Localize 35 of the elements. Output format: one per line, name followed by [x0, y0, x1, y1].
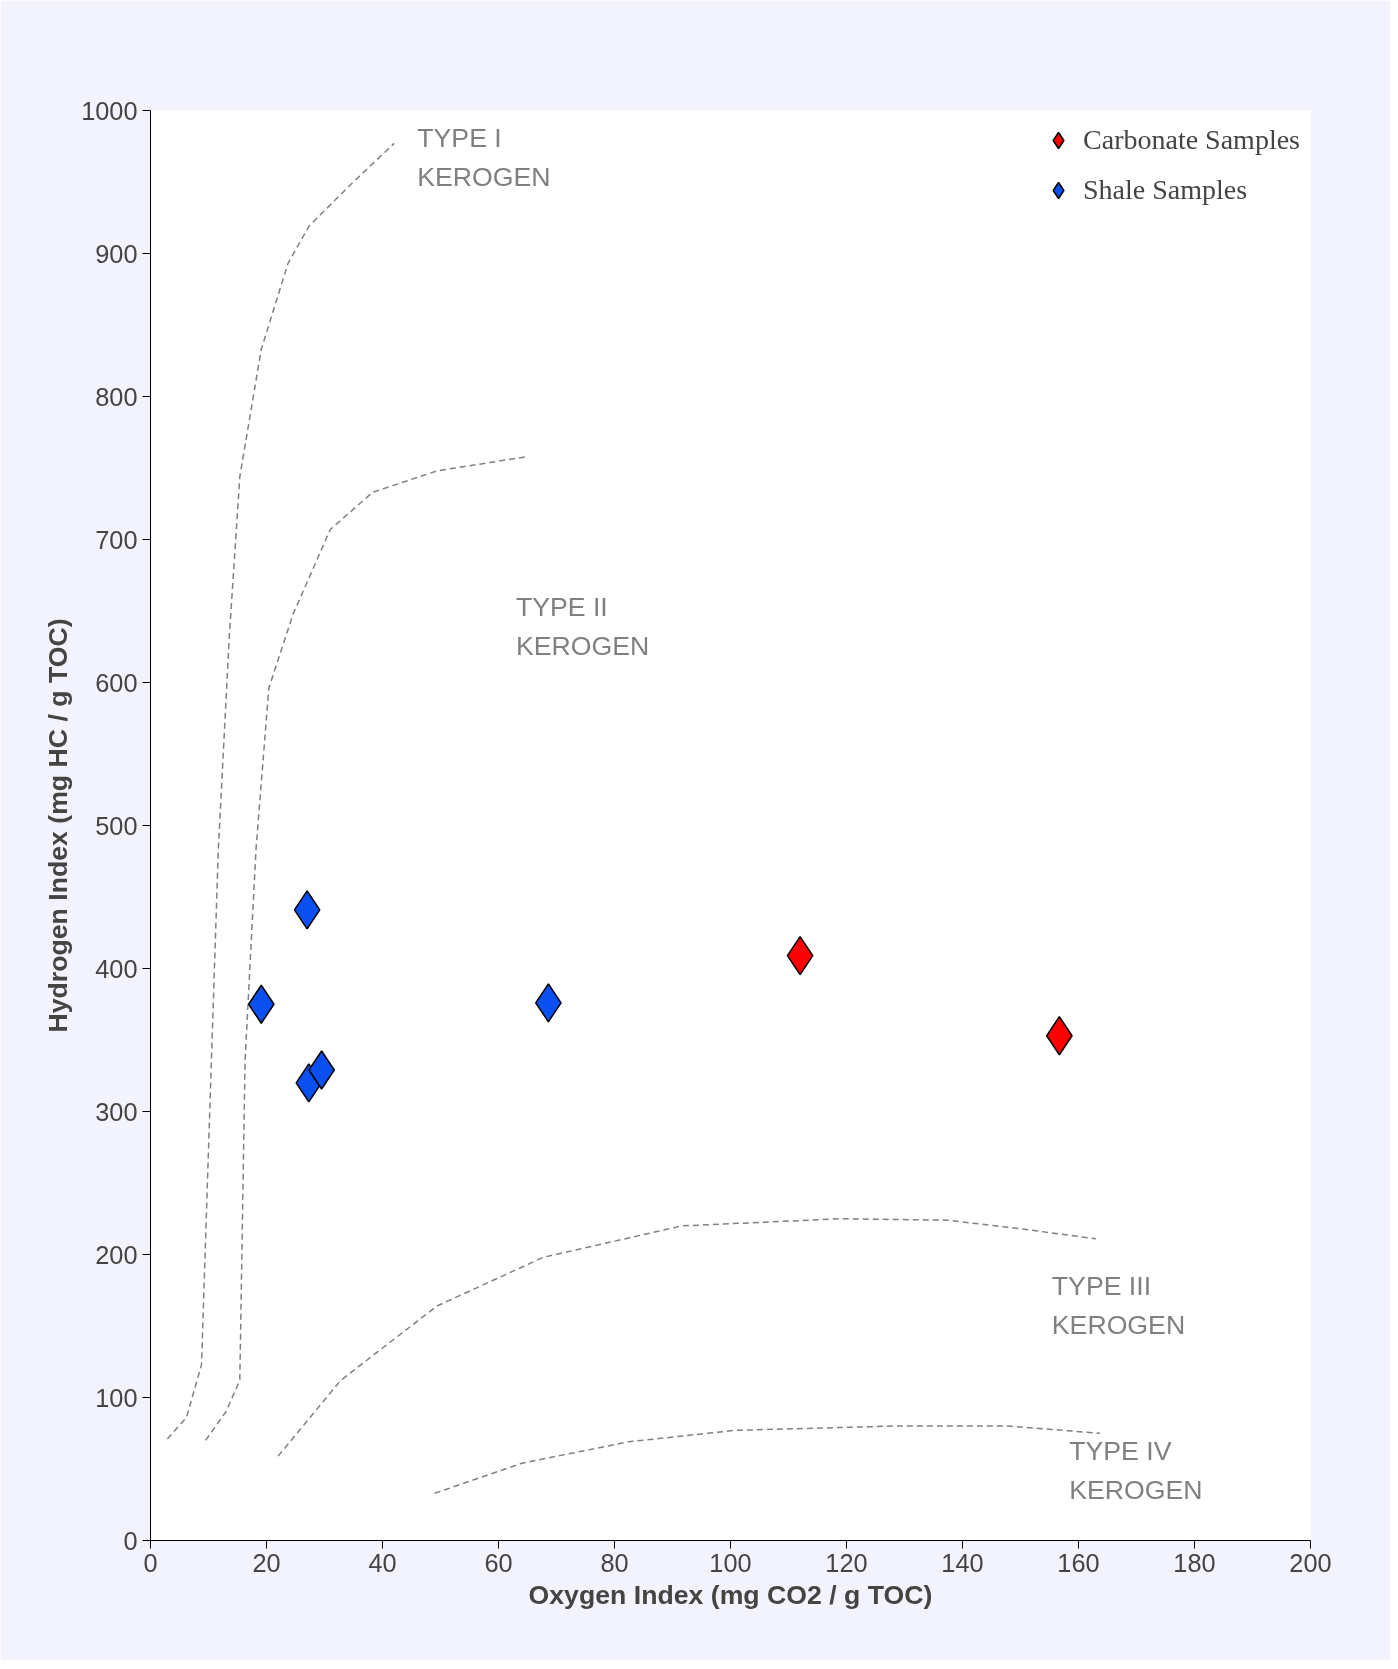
x-tick-label: 40	[368, 1548, 397, 1577]
point	[247, 984, 275, 1024]
x-tick-label: 20	[252, 1548, 281, 1577]
x-tick-label: 100	[709, 1548, 752, 1577]
y-tick-label: 800	[95, 382, 138, 411]
y-tick-label: 600	[95, 668, 138, 697]
legend-label: Carbonate Samples	[1083, 124, 1300, 156]
point	[293, 890, 321, 930]
x-tick-label: 60	[484, 1548, 513, 1577]
annotation: TYPE III KEROGEN	[1051, 1271, 1186, 1341]
annotation: TYPE II KEROGEN	[515, 592, 650, 662]
x-axis-title: Oxygen Index (mg CO2 / g TOC)	[528, 1579, 933, 1610]
y-tick-label: 300	[95, 1097, 138, 1126]
x-tick-label: 180	[1173, 1548, 1216, 1577]
line-series	[166, 142, 395, 1440]
x-tick-label: 140	[941, 1548, 984, 1577]
x-tick-label: 160	[1057, 1548, 1100, 1577]
annotation: TYPE IV KEROGEN	[1069, 1435, 1203, 1505]
y-tick-label: 200	[95, 1240, 138, 1269]
x-tick-label: 200	[1289, 1548, 1332, 1577]
legend-label: Shale Samples	[1083, 174, 1248, 206]
y-tick-label: 1000	[81, 96, 138, 125]
y-tick-label: 500	[95, 811, 138, 840]
y-tick-label: 700	[95, 525, 138, 554]
y-tick-label: 100	[95, 1383, 138, 1412]
x-tick-label: 0	[143, 1548, 158, 1577]
x-tick-label: 80	[600, 1548, 629, 1577]
point	[534, 983, 562, 1023]
point	[308, 1050, 336, 1090]
y-tick-label: 0	[123, 1526, 138, 1555]
y-axis-title: Hydrogen Index (mg HC / g TOC)	[43, 618, 74, 1033]
y-tick-label: 900	[95, 239, 138, 268]
x-tick-label: 120	[825, 1548, 868, 1577]
y-tick-label: 400	[95, 954, 138, 983]
annotation: TYPE I KEROGEN	[417, 123, 551, 193]
